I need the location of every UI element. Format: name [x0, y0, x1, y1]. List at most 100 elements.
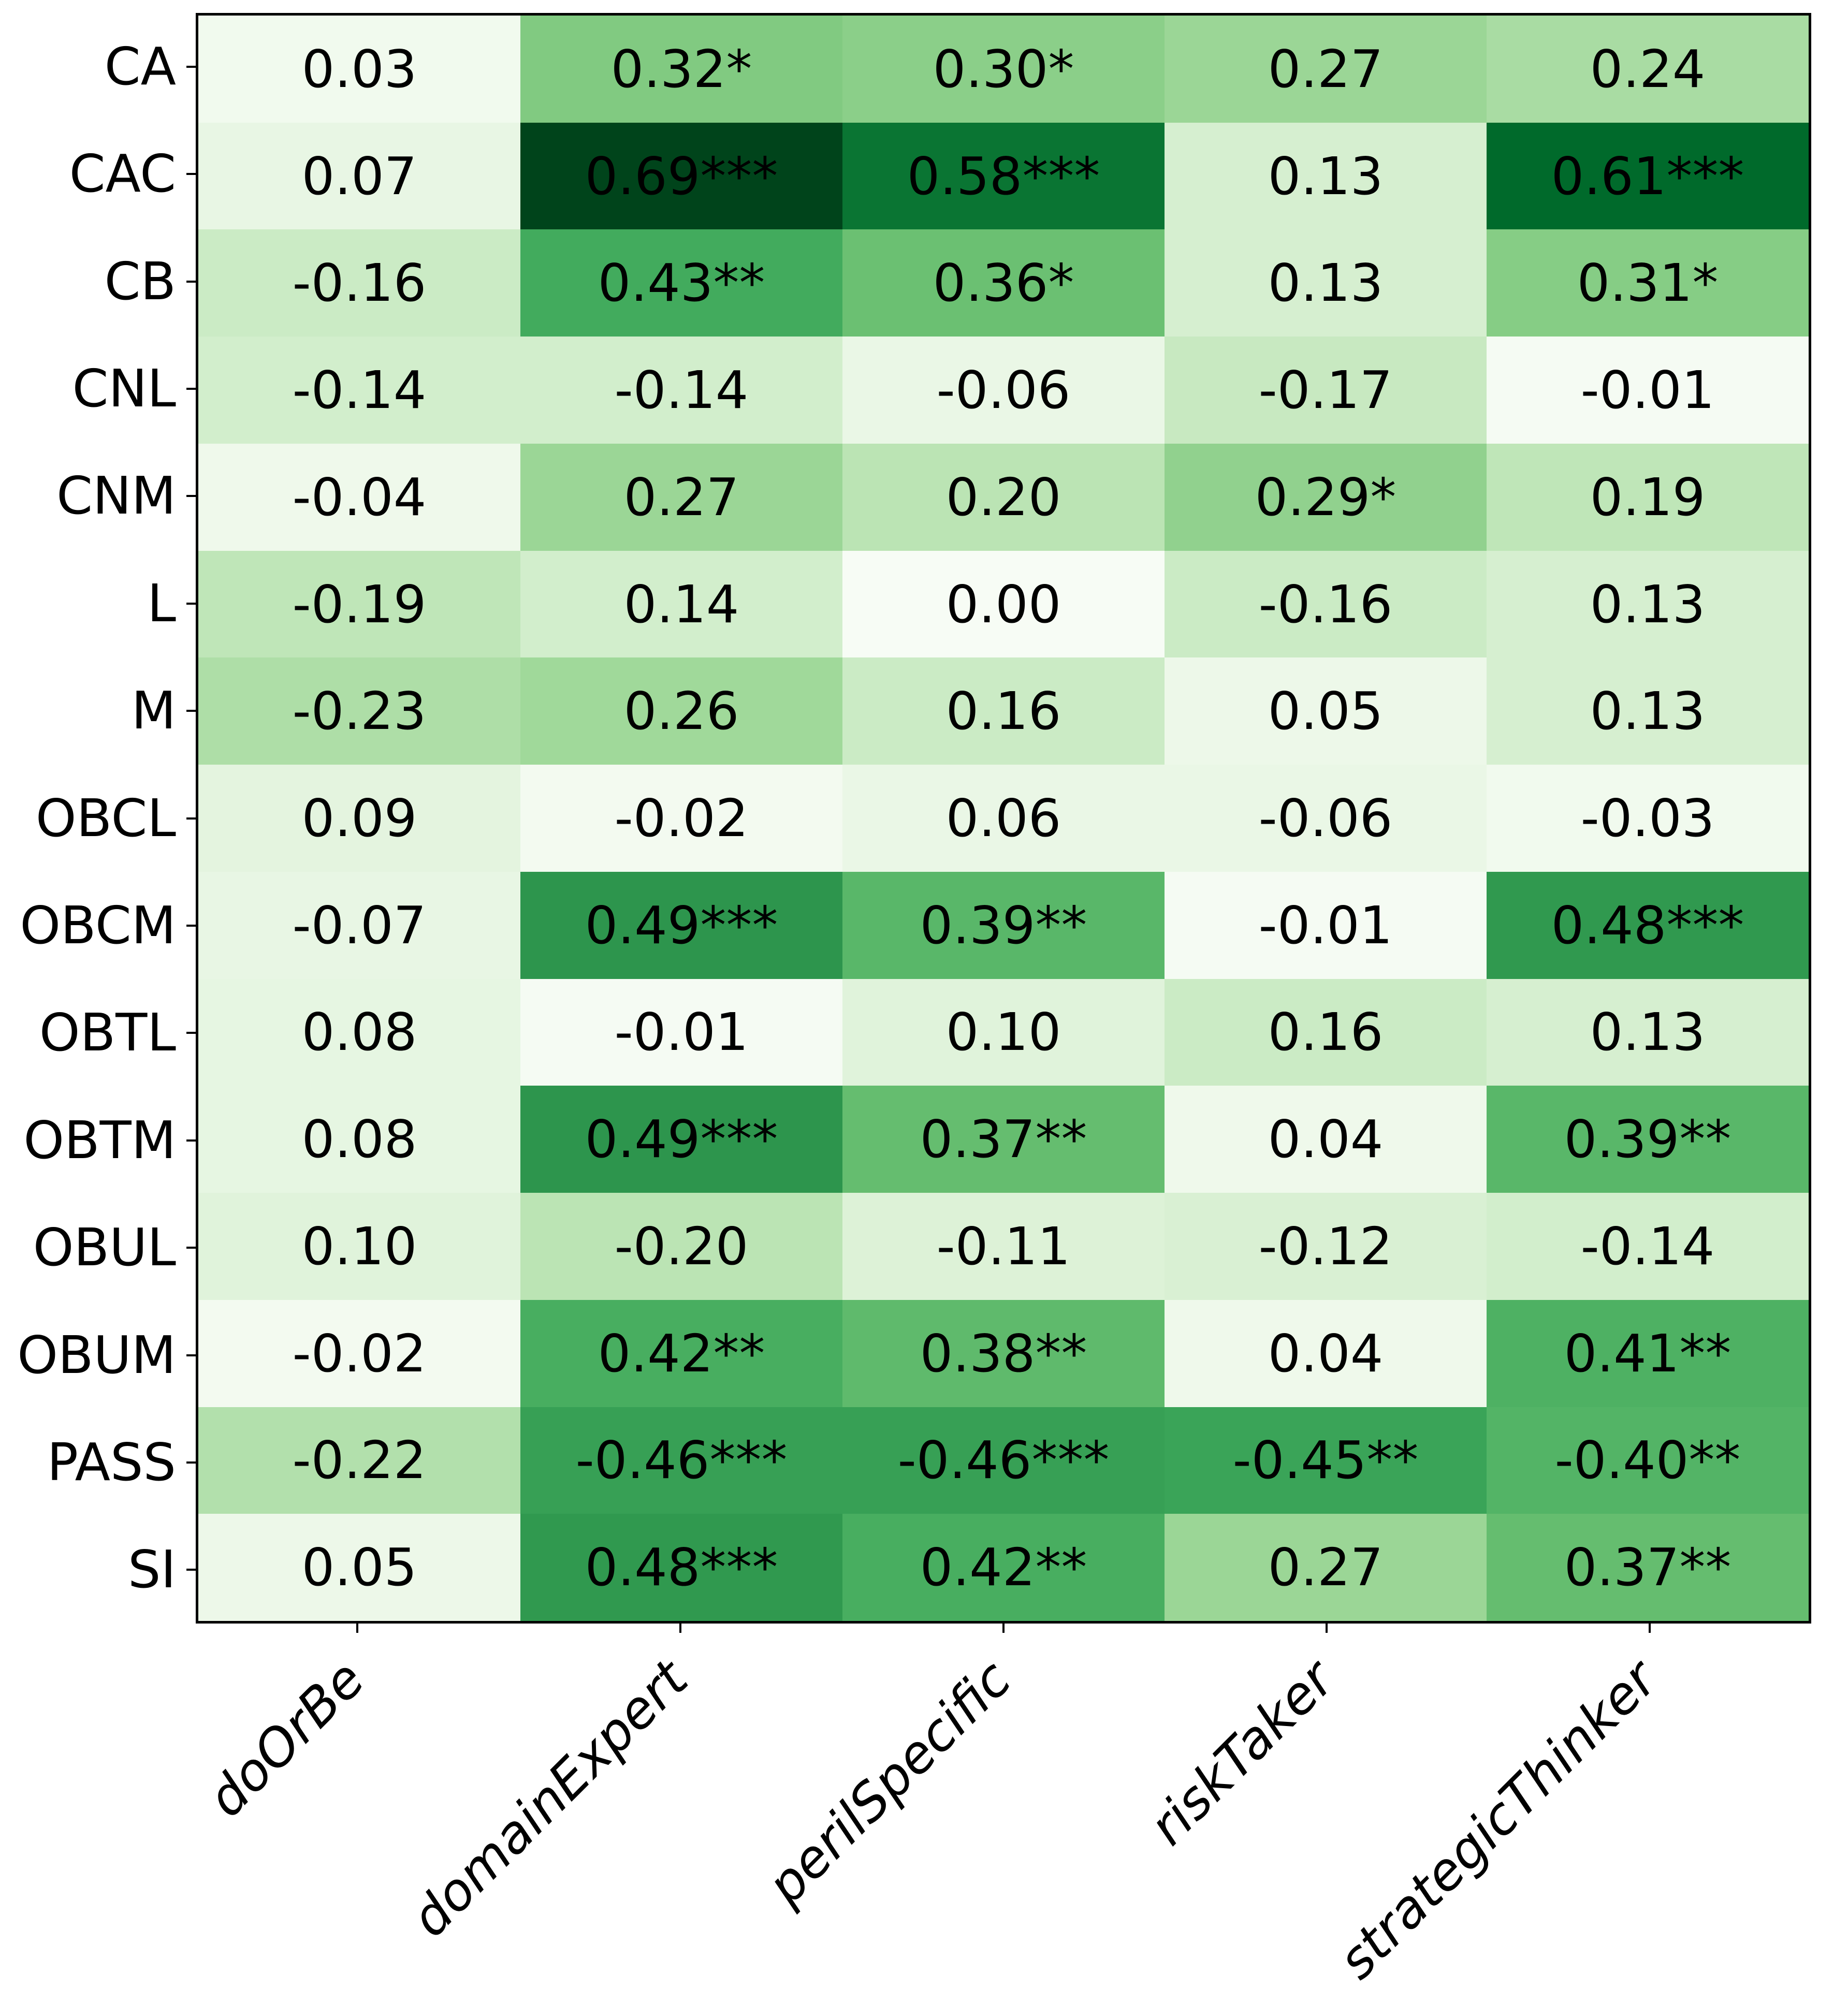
y-tick [186, 602, 196, 605]
heatmap-cell: 0.29* [1165, 443, 1487, 551]
heatmap-cell: 0.69*** [520, 122, 842, 230]
cell-value: 0.49*** [585, 895, 778, 956]
heatmap-cell: 0.49*** [520, 1086, 842, 1193]
cell-value: 0.48*** [1551, 895, 1744, 956]
cell-value: -0.06 [1258, 787, 1393, 849]
row-label: CB [104, 251, 176, 312]
cell-value: 0.10 [945, 1002, 1061, 1063]
cell-value: 0.30* [933, 38, 1074, 99]
heatmap-cell: 0.08 [198, 1086, 520, 1193]
x-axis-label: perilSpecific [755, 1648, 1023, 1916]
y-tick [186, 1139, 196, 1142]
cell-value: 0.07 [301, 145, 417, 207]
cell-value: 0.08 [301, 1002, 417, 1063]
cell-value: 0.13 [1590, 1002, 1706, 1063]
y-tick [186, 495, 196, 498]
heatmap-cell: -0.19 [198, 550, 520, 658]
heatmap-cell: 0.03 [198, 16, 520, 123]
cell-value: -0.01 [1580, 360, 1715, 421]
cell-value: 0.13 [1590, 681, 1706, 742]
cell-value: 0.26 [623, 681, 739, 742]
y-tick [186, 173, 196, 176]
x-axis-label: domainExpert [399, 1648, 700, 1949]
heatmap-cell: 0.30* [842, 16, 1165, 123]
heatmap-cell: -0.40** [1487, 1407, 1809, 1514]
cell-value: 0.06 [945, 787, 1061, 849]
cell-value: 0.27 [1268, 38, 1384, 99]
heatmap-cell: 0.39** [1487, 1086, 1809, 1193]
x-tick [1326, 1624, 1328, 1633]
cell-value: -0.20 [614, 1216, 749, 1277]
row-label: CNM [56, 465, 176, 527]
row-label: L [147, 573, 176, 634]
heatmap-cell: -0.01 [1487, 337, 1809, 444]
y-tick [186, 1247, 196, 1249]
cell-value: 0.16 [945, 681, 1061, 742]
x-tick [679, 1624, 681, 1633]
y-tick [186, 924, 196, 927]
heatmap-cell: 0.19 [1487, 443, 1809, 551]
cell-value: 0.39** [920, 895, 1087, 956]
cell-value: -0.02 [614, 787, 749, 849]
cell-value: -0.16 [1258, 574, 1393, 635]
cell-value: 0.58*** [907, 145, 1100, 207]
heatmap-cell: -0.01 [1165, 871, 1487, 979]
heatmap-cell: 0.41** [1487, 1299, 1809, 1407]
row-label: OBUM [17, 1324, 176, 1385]
heatmap-cell: 0.00 [842, 550, 1165, 658]
heatmap-cell: 0.05 [1165, 657, 1487, 765]
heatmap-cell: 0.08 [198, 978, 520, 1086]
heatmap-cell: 0.58*** [842, 122, 1165, 230]
heatmap-cell: -0.23 [198, 657, 520, 765]
heatmap-cell: 0.36* [842, 229, 1165, 337]
heatmap-cell: 0.09 [198, 765, 520, 872]
y-tick [186, 1032, 196, 1034]
heatmap-cell: 0.27 [520, 443, 842, 551]
cell-value: -0.22 [292, 1430, 427, 1491]
x-axis-label: riskTaker [1137, 1648, 1346, 1857]
cell-value: -0.11 [936, 1216, 1071, 1277]
cell-value: 0.05 [301, 1537, 417, 1598]
x-tick [1649, 1624, 1651, 1633]
heatmap-cell: 0.13 [1487, 657, 1809, 765]
heatmap-cell: -0.14 [198, 337, 520, 444]
heatmap-cell: -0.11 [842, 1193, 1165, 1300]
y-tick [186, 1354, 196, 1356]
cell-value: 0.03 [301, 38, 417, 99]
heatmap-cell: 0.14 [520, 550, 842, 658]
heatmap-cell: 0.16 [1165, 978, 1487, 1086]
row-label: OBUL [33, 1217, 176, 1278]
heatmap-plot-area: 0.03 0.32* 0.30* 0.27 0.24 0.07 0.69*** 0.58***… [196, 13, 1811, 1624]
cell-value: 0.19 [1590, 466, 1706, 528]
cell-value: -0.01 [1258, 895, 1393, 956]
heatmap-cell: -0.02 [198, 1299, 520, 1407]
row-label: CA [104, 36, 176, 97]
heatmap-cell: 0.61*** [1487, 122, 1809, 230]
cell-value: -0.46*** [575, 1430, 788, 1491]
heatmap-cell: -0.06 [842, 337, 1165, 444]
cell-value: 0.05 [1268, 681, 1384, 742]
row-label: PASS [47, 1431, 176, 1493]
cell-value: 0.32* [610, 38, 752, 99]
heatmap-cell: 0.27 [1165, 16, 1487, 123]
heatmap-cell: 0.27 [1165, 1514, 1487, 1621]
heatmap-cell: 0.07 [198, 122, 520, 230]
heatmap-cell: 0.13 [1165, 122, 1487, 230]
heatmap-cell: 0.13 [1165, 229, 1487, 337]
cell-value: 0.42** [920, 1537, 1087, 1598]
row-label: M [131, 680, 176, 741]
cell-value: -0.14 [1580, 1216, 1715, 1277]
cell-value: 0.04 [1268, 1109, 1384, 1170]
heatmap-cell: 0.10 [842, 978, 1165, 1086]
cell-value: -0.07 [292, 895, 427, 956]
cell-value: 0.29* [1255, 466, 1396, 528]
heatmap-cell: -0.14 [1487, 1193, 1809, 1300]
cell-value: 0.27 [623, 466, 739, 528]
cell-value: 0.24 [1590, 38, 1706, 99]
cell-value: -0.06 [936, 360, 1071, 421]
row-label: OBCL [35, 787, 176, 849]
cell-value: 0.39** [1564, 1109, 1731, 1170]
heatmap-cell: -0.04 [198, 443, 520, 551]
cell-value: -0.40** [1554, 1430, 1741, 1491]
